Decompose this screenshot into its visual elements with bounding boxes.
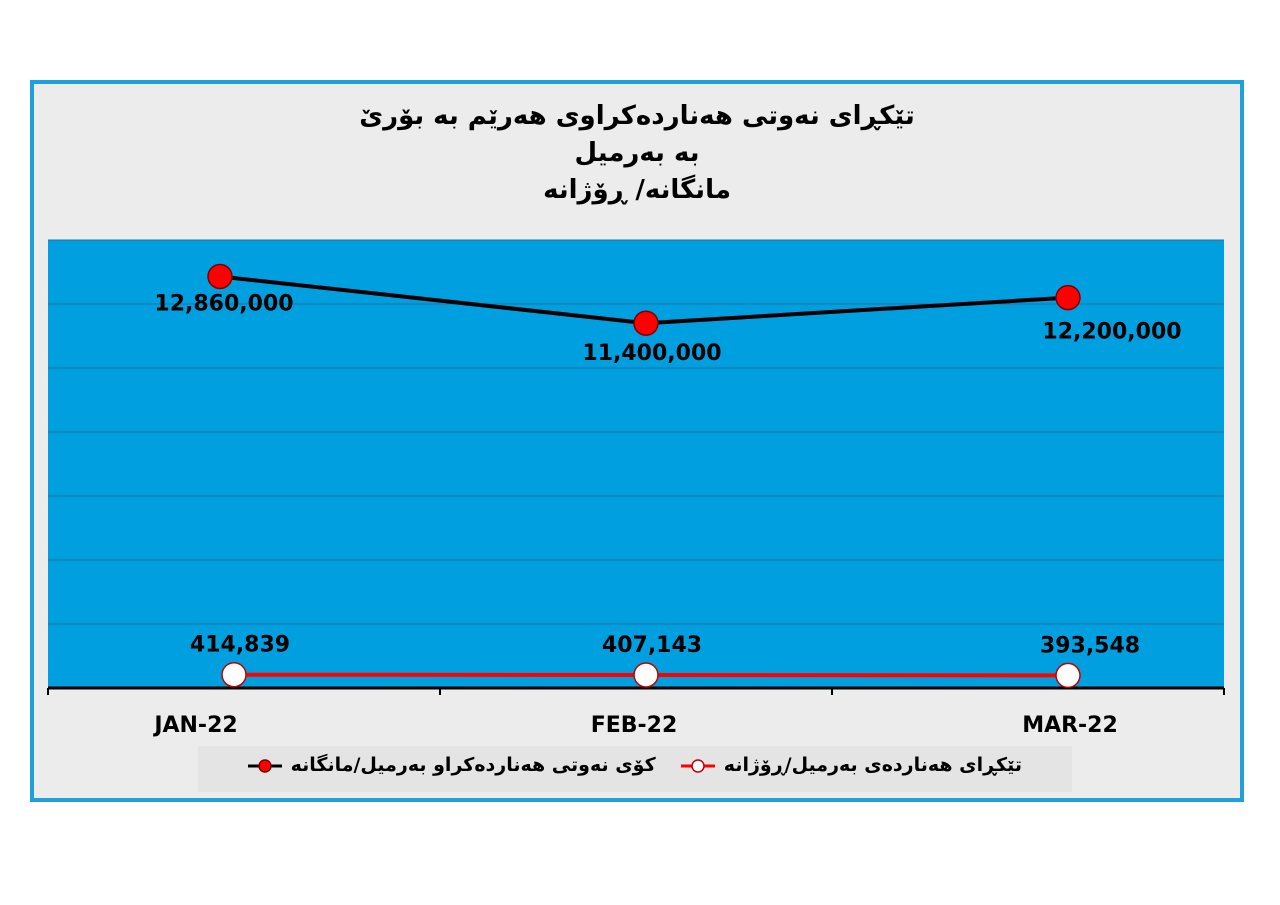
data-label: 414,839	[190, 633, 290, 658]
plot-area	[48, 240, 1224, 688]
x-tick-label: MAR-22	[1022, 713, 1118, 738]
data-label: 12,860,000	[154, 291, 293, 316]
chart-title-line-3: مانگانە/ ڕۆژانە	[543, 175, 731, 205]
chart-title: تێکڕای نەوتی هەناردەکراوی هەرێم بە بۆرێ …	[34, 98, 1240, 209]
legend-item-daily-average: تێکڕای هەناردەی بەرمیل/ڕۆژانە	[679, 754, 1022, 776]
data-point-marker	[1055, 662, 1081, 689]
data-label: 393,548	[1040, 633, 1140, 658]
legend-monthly-label: کۆی نەوتی هەناردەکراو بەرمیل/مانگانە	[290, 754, 656, 776]
legend-daily-marker-icon	[681, 758, 716, 773]
data-point-marker	[1055, 284, 1081, 311]
legend-daily-label: تێکڕای هەناردەی بەرمیل/ڕۆژانە	[723, 754, 1022, 776]
data-label: 11,400,000	[582, 341, 721, 366]
legend: کۆی نەوتی هەناردەکراو بەرمیل/مانگانە تێک…	[198, 746, 1072, 792]
data-point-marker	[221, 661, 247, 688]
data-point-marker	[207, 263, 233, 290]
data-label: 407,143	[602, 633, 702, 658]
legend-item-monthly-total: کۆی نەوتی هەناردەکراو بەرمیل/مانگانە	[246, 754, 656, 776]
legend-monthly-marker-icon	[248, 758, 282, 773]
x-tick-label: FEB-22	[591, 713, 678, 738]
chart-title-line-2: بە بەرمیل	[574, 138, 700, 168]
data-label: 12,200,000	[1042, 320, 1181, 345]
data-point-marker	[633, 310, 659, 336]
chart-title-line-1: تێکڕای نەوتی هەناردەکراوی هەرێم بە بۆرێ	[359, 101, 915, 131]
x-tick-label: JAN-22	[152, 713, 237, 738]
data-point-marker	[633, 662, 659, 688]
